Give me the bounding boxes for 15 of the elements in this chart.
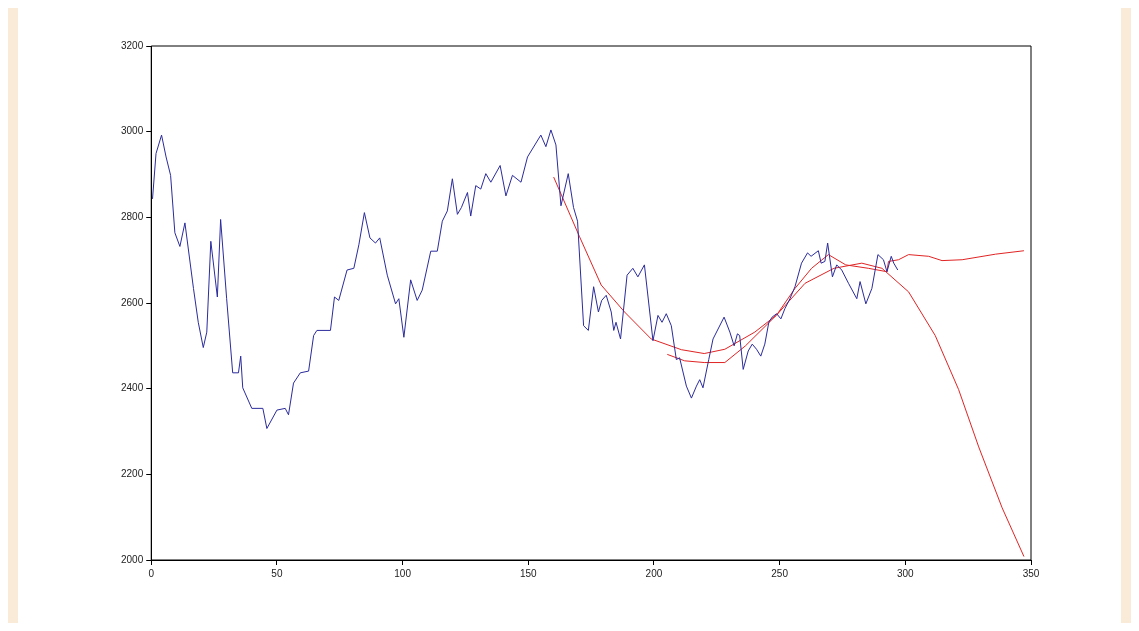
x-tick-label: 150: [519, 567, 538, 579]
y-tick-label: 3000: [121, 125, 144, 137]
y-tick-label: 2600: [121, 296, 144, 308]
y-tick-label: 2400: [121, 382, 144, 394]
x-tick-label: 350: [1022, 567, 1040, 579]
x-tick-label: 0: [148, 567, 155, 579]
y-tick-label: 3200: [121, 39, 144, 51]
x-tick-label: 300: [896, 567, 915, 579]
x-tick-label: 200: [645, 567, 663, 579]
x-tick-label: 100: [394, 567, 412, 579]
x-tick-label: 50: [271, 567, 283, 579]
y-tick-label: 2000: [121, 553, 144, 565]
y-tick-label: 2200: [121, 468, 144, 480]
x-tick-label: 250: [771, 567, 789, 579]
y-tick-label: 2800: [121, 211, 144, 223]
